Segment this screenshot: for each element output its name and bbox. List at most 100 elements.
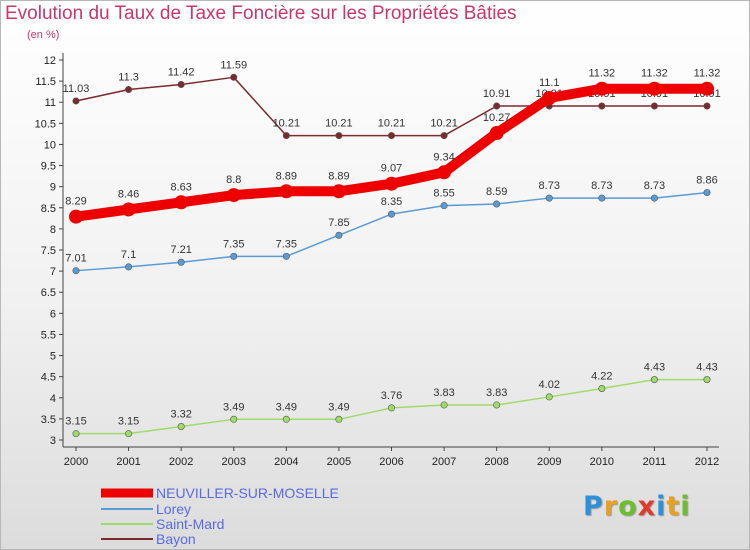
data-label-neuviller-sur-moselle: 9.07 <box>381 163 402 175</box>
data-point-saint-mard <box>387 404 395 412</box>
data-point-lorey <box>335 231 343 239</box>
data-label-neuviller-sur-moselle: 8.29 <box>65 196 86 208</box>
y-tick-label: 9 <box>50 182 56 194</box>
data-point-lorey <box>230 252 238 260</box>
data-label-bayon: 10.91 <box>483 88 511 100</box>
data-label-saint-mard: 3.15 <box>118 416 139 428</box>
y-tick-label: 7.5 <box>41 245 56 257</box>
data-label-saint-mard: 4.43 <box>696 362 717 374</box>
data-label-lorey: 8.59 <box>486 186 507 198</box>
x-tick-label: 2003 <box>222 456 246 468</box>
data-label-lorey: 7.35 <box>276 238 297 250</box>
brand-letter: t <box>666 491 681 522</box>
legend-label-neuviller-sur-moselle: NEUVILLER-SUR-MOSELLE <box>156 485 339 501</box>
y-tick-label: 4 <box>50 393 56 405</box>
data-point-lorey <box>72 267 80 275</box>
brand-letter: x <box>637 491 657 522</box>
x-tick-label: 2004 <box>274 456 298 468</box>
data-label-bayon: 11.59 <box>220 59 247 71</box>
data-point-neuviller-sur-moselle <box>279 184 294 199</box>
y-tick-label: 11 <box>45 97 56 109</box>
legend-label-saint-mard: Saint-Mard <box>156 516 224 532</box>
data-label-neuviller-sur-moselle: 8.8 <box>226 174 241 186</box>
x-tick-label: 2011 <box>643 456 667 468</box>
data-label-neuviller-sur-moselle: 11.32 <box>588 68 615 80</box>
data-label-saint-mard: 4.43 <box>644 362 665 374</box>
data-point-lorey <box>282 252 290 260</box>
y-tick-label: 6.5 <box>41 287 56 299</box>
data-label-neuviller-sur-moselle: 8.46 <box>118 188 139 200</box>
data-label-lorey: 8.35 <box>381 196 402 208</box>
data-point-neuviller-sur-moselle <box>121 202 136 217</box>
data-label-lorey: 8.73 <box>539 180 560 192</box>
data-point-lorey <box>387 210 395 218</box>
data-label-saint-mard: 4.22 <box>591 370 612 382</box>
data-point-saint-mard <box>440 401 448 409</box>
data-point-saint-mard <box>650 376 658 384</box>
data-point-neuviller-sur-moselle <box>226 188 241 203</box>
x-tick-label: 2002 <box>169 456 193 468</box>
data-point-bayon <box>440 132 448 140</box>
data-label-saint-mard: 3.83 <box>486 387 507 399</box>
data-point-lorey <box>545 194 553 202</box>
data-point-neuviller-sur-moselle <box>69 209 83 224</box>
data-label-saint-mard: 3.49 <box>223 401 244 413</box>
data-label-lorey: 7.35 <box>223 238 244 250</box>
data-label-bayon: 10.21 <box>430 118 458 130</box>
data-label-bayon: 11.3 <box>118 72 139 84</box>
data-point-neuviller-sur-moselle <box>647 81 662 96</box>
data-point-neuviller-sur-moselle <box>331 184 346 199</box>
data-point-neuviller-sur-moselle <box>437 165 452 180</box>
data-point-lorey <box>650 194 658 202</box>
data-label-neuviller-sur-moselle: 8.63 <box>170 181 191 193</box>
brand-letter: i <box>656 491 667 522</box>
data-point-saint-mard <box>493 401 501 409</box>
data-point-lorey <box>703 189 711 197</box>
data-point-neuviller-sur-moselle <box>594 81 609 96</box>
data-label-saint-mard: 3.83 <box>433 387 454 399</box>
data-point-saint-mard <box>703 376 711 384</box>
data-label-saint-mard: 3.49 <box>328 401 349 413</box>
data-point-neuviller-sur-moselle <box>542 91 557 105</box>
data-label-saint-mard: 3.15 <box>65 416 86 428</box>
data-label-lorey: 8.55 <box>433 188 454 200</box>
x-tick-label: 2005 <box>327 456 351 468</box>
x-tick-label: 2009 <box>537 456 561 468</box>
data-point-lorey <box>493 200 501 208</box>
data-point-neuviller-sur-moselle <box>489 126 504 141</box>
data-point-saint-mard <box>230 415 238 423</box>
legend-label-lorey: Lorey <box>156 501 191 517</box>
data-point-bayon <box>493 102 501 110</box>
x-tick-label: 2001 <box>116 456 140 468</box>
data-label-bayon: 11.03 <box>63 83 90 95</box>
data-label-bayon: 10.21 <box>378 118 406 130</box>
data-label-lorey: 7.21 <box>170 244 191 256</box>
brand-letter: i <box>680 491 691 522</box>
data-point-saint-mard <box>177 422 185 430</box>
y-tick-label: 3.5 <box>41 414 56 426</box>
data-point-bayon <box>282 132 290 140</box>
x-tick-label: 2006 <box>379 456 403 468</box>
data-point-bayon <box>387 132 395 140</box>
y-tick-label: 5 <box>50 351 56 363</box>
data-point-lorey <box>598 194 606 202</box>
data-point-bayon <box>177 80 185 88</box>
data-point-saint-mard <box>598 384 606 392</box>
data-label-neuviller-sur-moselle: 8.89 <box>328 170 349 182</box>
data-point-lorey <box>125 263 133 271</box>
data-point-saint-mard <box>282 415 290 423</box>
data-label-neuviller-sur-moselle: 9.34 <box>433 151 454 163</box>
data-label-lorey: 8.86 <box>696 175 717 187</box>
data-point-neuviller-sur-moselle <box>700 81 714 96</box>
data-point-bayon <box>230 73 238 81</box>
data-point-bayon <box>72 97 80 105</box>
data-label-neuviller-sur-moselle: 11.1 <box>539 77 560 89</box>
data-label-lorey: 7.85 <box>328 217 349 229</box>
brand-logo: Proxiti <box>583 491 691 522</box>
x-tick-label: 2010 <box>590 456 614 468</box>
y-tick-label: 7 <box>50 266 56 278</box>
x-tick-label: 2007 <box>432 456 456 468</box>
data-point-saint-mard <box>335 415 343 423</box>
brand-letter: r <box>603 491 619 522</box>
